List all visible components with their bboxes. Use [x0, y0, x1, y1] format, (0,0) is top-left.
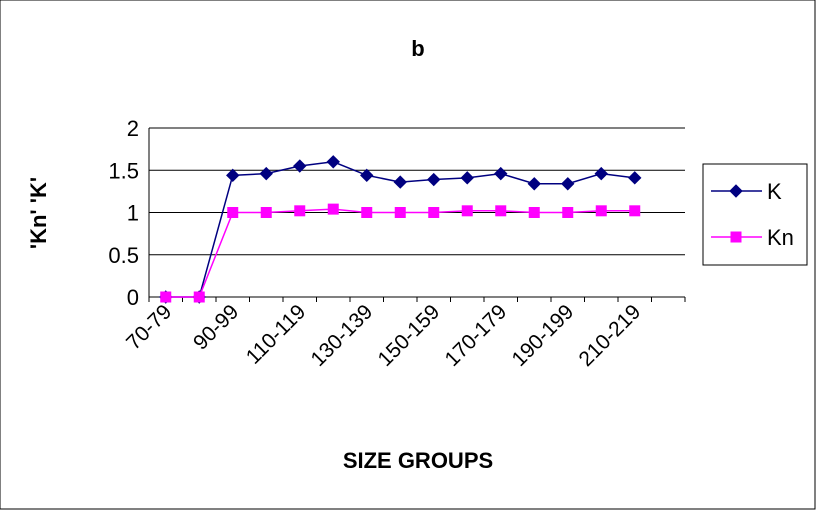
data-point-k [326, 155, 340, 169]
y-tick-label: 1.5 [108, 158, 139, 183]
data-point-kn [595, 205, 607, 217]
data-point-kn [562, 207, 574, 218]
legend-label-k: K [767, 179, 782, 204]
data-point-k [527, 177, 541, 191]
data-point-kn [227, 207, 239, 218]
data-point-kn [160, 291, 172, 303]
data-point-k [360, 168, 374, 183]
y-axis-label: 'Kn' 'K' [26, 177, 51, 249]
data-point-kn [461, 205, 473, 217]
data-point-kn [294, 205, 306, 217]
legend: K Kn [702, 163, 808, 266]
data-point-kn [394, 207, 406, 218]
data-point-k [293, 159, 307, 173]
data-point-k [594, 166, 608, 181]
y-tick-label: 0.5 [108, 243, 139, 268]
data-point-kn [260, 207, 272, 218]
data-point-k [460, 171, 474, 185]
data-point-k [427, 172, 441, 187]
data-point-k [226, 168, 240, 183]
y-tick-label: 0 [127, 285, 139, 310]
data-point-k [259, 166, 273, 181]
data-point-kn [428, 207, 440, 218]
legend-marker-k [729, 184, 743, 198]
legend-marker-kn [730, 231, 742, 243]
data-point-k [561, 177, 575, 191]
data-point-kn [495, 205, 507, 217]
chart-title: b [411, 36, 424, 61]
data-point-kn [629, 205, 641, 217]
y-tick-label: 1 [127, 201, 139, 226]
data-point-k [628, 171, 642, 185]
x-axis-label: SIZE GROUPS [343, 448, 493, 473]
data-point-kn [361, 207, 373, 218]
data-point-k [494, 166, 508, 181]
y-tick-label: 2 [127, 116, 139, 141]
data-point-kn [193, 291, 205, 303]
legend-box [702, 163, 808, 266]
data-point-k [393, 175, 407, 189]
legend-label-kn: Kn [767, 225, 794, 250]
data-point-kn [528, 207, 540, 218]
data-point-kn [327, 203, 339, 215]
